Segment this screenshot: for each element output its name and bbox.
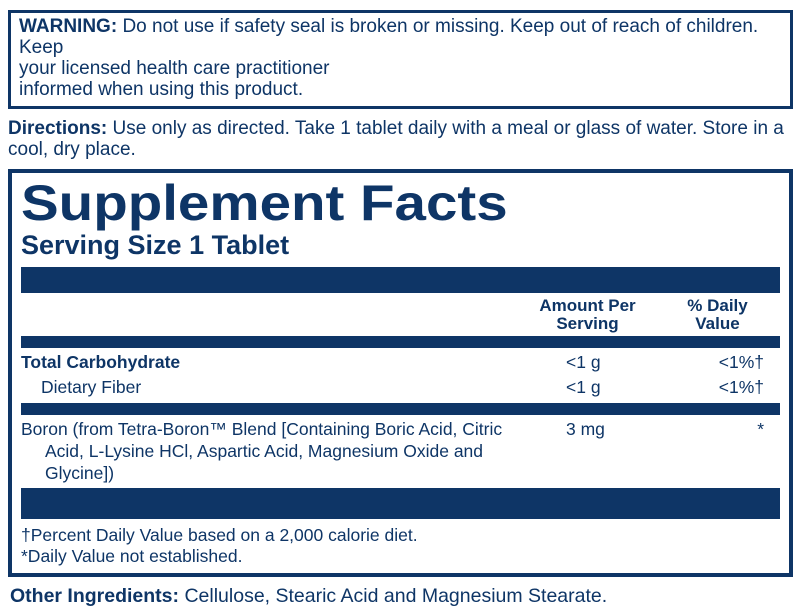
divider-bar-header: [21, 336, 780, 348]
table-row-boron: Boron (from Tetra-Boron™ Blend [Containi…: [21, 418, 780, 484]
directions: Directions: Use only as directed. Take 1…: [8, 118, 793, 160]
warning-label: WARNING:: [19, 16, 118, 37]
carbohydrate-group: Total Carbohydrate <1 g <1%† Dietary Fib…: [21, 350, 780, 400]
serving-size: Serving Size 1 Tablet: [21, 230, 290, 260]
nutrient-amount: 3 mg: [566, 419, 605, 439]
nutrient-name: Boron (from Tetra-Boron™ Blend [Containi…: [21, 419, 503, 483]
footnote-percent-daily-value: †Percent Daily Value based on a 2,000 ca…: [21, 525, 418, 545]
other-ingredients-label: Other Ingredients:: [10, 585, 180, 607]
nutrient-daily-value: <1%†: [718, 377, 764, 397]
other-ingredients: Other Ingredients: Cellulose, Stearic Ac…: [10, 585, 793, 607]
divider-bar-top: [21, 267, 780, 293]
other-ingredients-text: Cellulose, Stearic Acid and Magnesium St…: [179, 585, 608, 607]
warning-box: WARNING: Do not use if safety seal is br…: [8, 10, 793, 109]
divider-bar-bottom: [21, 488, 780, 519]
table-row-total-carbohydrate: Total Carbohydrate <1 g <1%†: [21, 350, 780, 375]
nutrient-daily-value: *: [757, 419, 764, 439]
nutrient-amount: <1 g: [566, 377, 601, 397]
footnotes: †Percent Daily Value based on a 2,000 ca…: [21, 525, 780, 567]
nutrient-amount: <1 g: [566, 352, 601, 372]
nutrient-daily-value: <1%†: [718, 352, 764, 372]
directions-label: Directions:: [8, 118, 108, 139]
facts-title: Supplement Facts: [21, 175, 508, 231]
directions-text: Use only as directed. Take 1 tablet dail…: [8, 118, 784, 160]
column-header-percent-daily-value: % Daily Value: [687, 296, 748, 333]
nutrient-name: Dietary Fiber: [41, 377, 142, 397]
supplement-facts-panel: Supplement Facts Serving Size 1 Tablet A…: [8, 169, 793, 577]
warning-text: Do not use if safety seal is broken or m…: [19, 16, 759, 100]
supplement-label: WARNING: Do not use if safety seal is br…: [0, 10, 801, 607]
column-header-amount-per-serving: Amount Per Serving: [539, 296, 636, 333]
footnote-daily-value-not-established: *Daily Value not established.: [21, 546, 243, 566]
facts-header-row: Amount Per Serving % Daily Value: [21, 297, 780, 333]
table-row-dietary-fiber: Dietary Fiber <1 g <1%†: [21, 375, 780, 400]
divider-bar-middle: [21, 403, 780, 415]
nutrient-name: Total Carbohydrate: [21, 352, 181, 372]
